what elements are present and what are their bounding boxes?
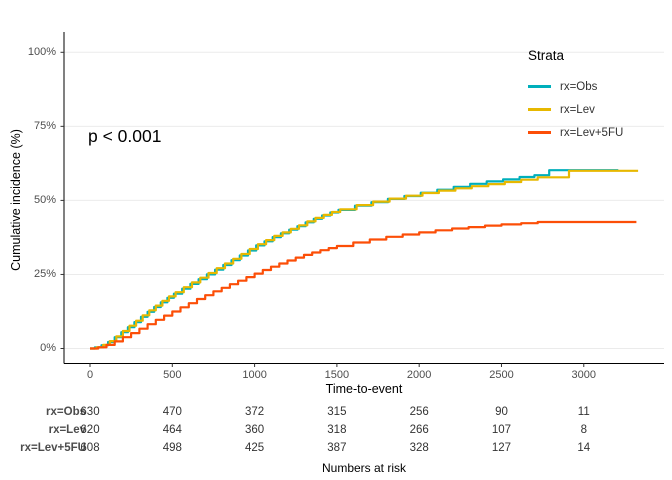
risk-row-label-lev: rx=Lev [48, 424, 86, 436]
risk-row-label-lev5fu: rx=Lev+5FU [20, 442, 86, 454]
risk-count: 8 [580, 424, 587, 436]
x-tick-label: 1500 [324, 369, 350, 381]
legend-line-swatch [528, 108, 551, 111]
legend-entry-lev: rx=Lev [528, 98, 623, 121]
risk-table-title: Numbers at risk [321, 461, 407, 475]
risk-count: 630 [80, 406, 100, 418]
risk-count: 127 [491, 442, 512, 454]
y-tick-label: 0% [40, 342, 56, 354]
risk-count: 315 [327, 406, 347, 418]
x-tick-label: 500 [163, 369, 182, 381]
curve-rx=Lev [90, 169, 639, 350]
risk-count: 372 [244, 406, 265, 418]
legend-line-swatch [528, 131, 551, 134]
x-tick-label: 2000 [406, 369, 432, 381]
legend-entry-obs: rx=Obs [528, 75, 623, 98]
risk-count: 90 [495, 406, 508, 418]
p-value-annotation: p < 0.001 [88, 126, 162, 146]
legend: Strata rx=Obs rx=Lev rx=Lev+5FU [528, 48, 623, 144]
risk-count: 107 [491, 424, 512, 436]
risk-count: 620 [80, 424, 100, 436]
y-tick-label: 75% [33, 119, 56, 132]
risk-count: 11 [577, 406, 590, 418]
y-tick-label: 25% [33, 267, 56, 280]
x-axis-title: Time-to-event [325, 382, 403, 396]
risk-count: 328 [409, 442, 429, 454]
y-tick-label: 50% [33, 193, 56, 206]
x-tick-label: 2500 [489, 369, 514, 381]
legend-entry-lev5fu: rx=Lev+5FU [528, 121, 623, 144]
legend-entry-label: rx=Lev [560, 103, 595, 116]
x-tick-label: 3000 [571, 369, 597, 381]
risk-count: 256 [409, 406, 429, 418]
legend-entry-label: rx=Obs [560, 80, 598, 93]
legend-title: Strata [528, 48, 565, 63]
risk-count: 498 [162, 442, 182, 454]
x-tick-label: 0 [86, 369, 94, 381]
risk-count: 470 [162, 406, 182, 418]
curve-rx=Obs [90, 169, 619, 350]
risk-count: 318 [327, 424, 347, 436]
risk-count: 464 [162, 424, 182, 436]
risk-count: 266 [409, 424, 429, 436]
legend-entry-label: rx=Lev+5FU [560, 126, 624, 139]
risk-count: 425 [244, 442, 265, 454]
risk-count: 608 [80, 442, 100, 454]
risk-count: 387 [327, 442, 347, 454]
risk-count: 360 [244, 424, 265, 436]
curve-rx=Lev+5FU [90, 220, 637, 350]
x-tick-label: 1000 [242, 369, 267, 381]
risk-row-label-obs: rx=Obs [46, 406, 86, 418]
legend-line-swatch [528, 85, 551, 88]
risk-count: 14 [577, 442, 591, 454]
y-tick-label: 100% [27, 45, 56, 58]
